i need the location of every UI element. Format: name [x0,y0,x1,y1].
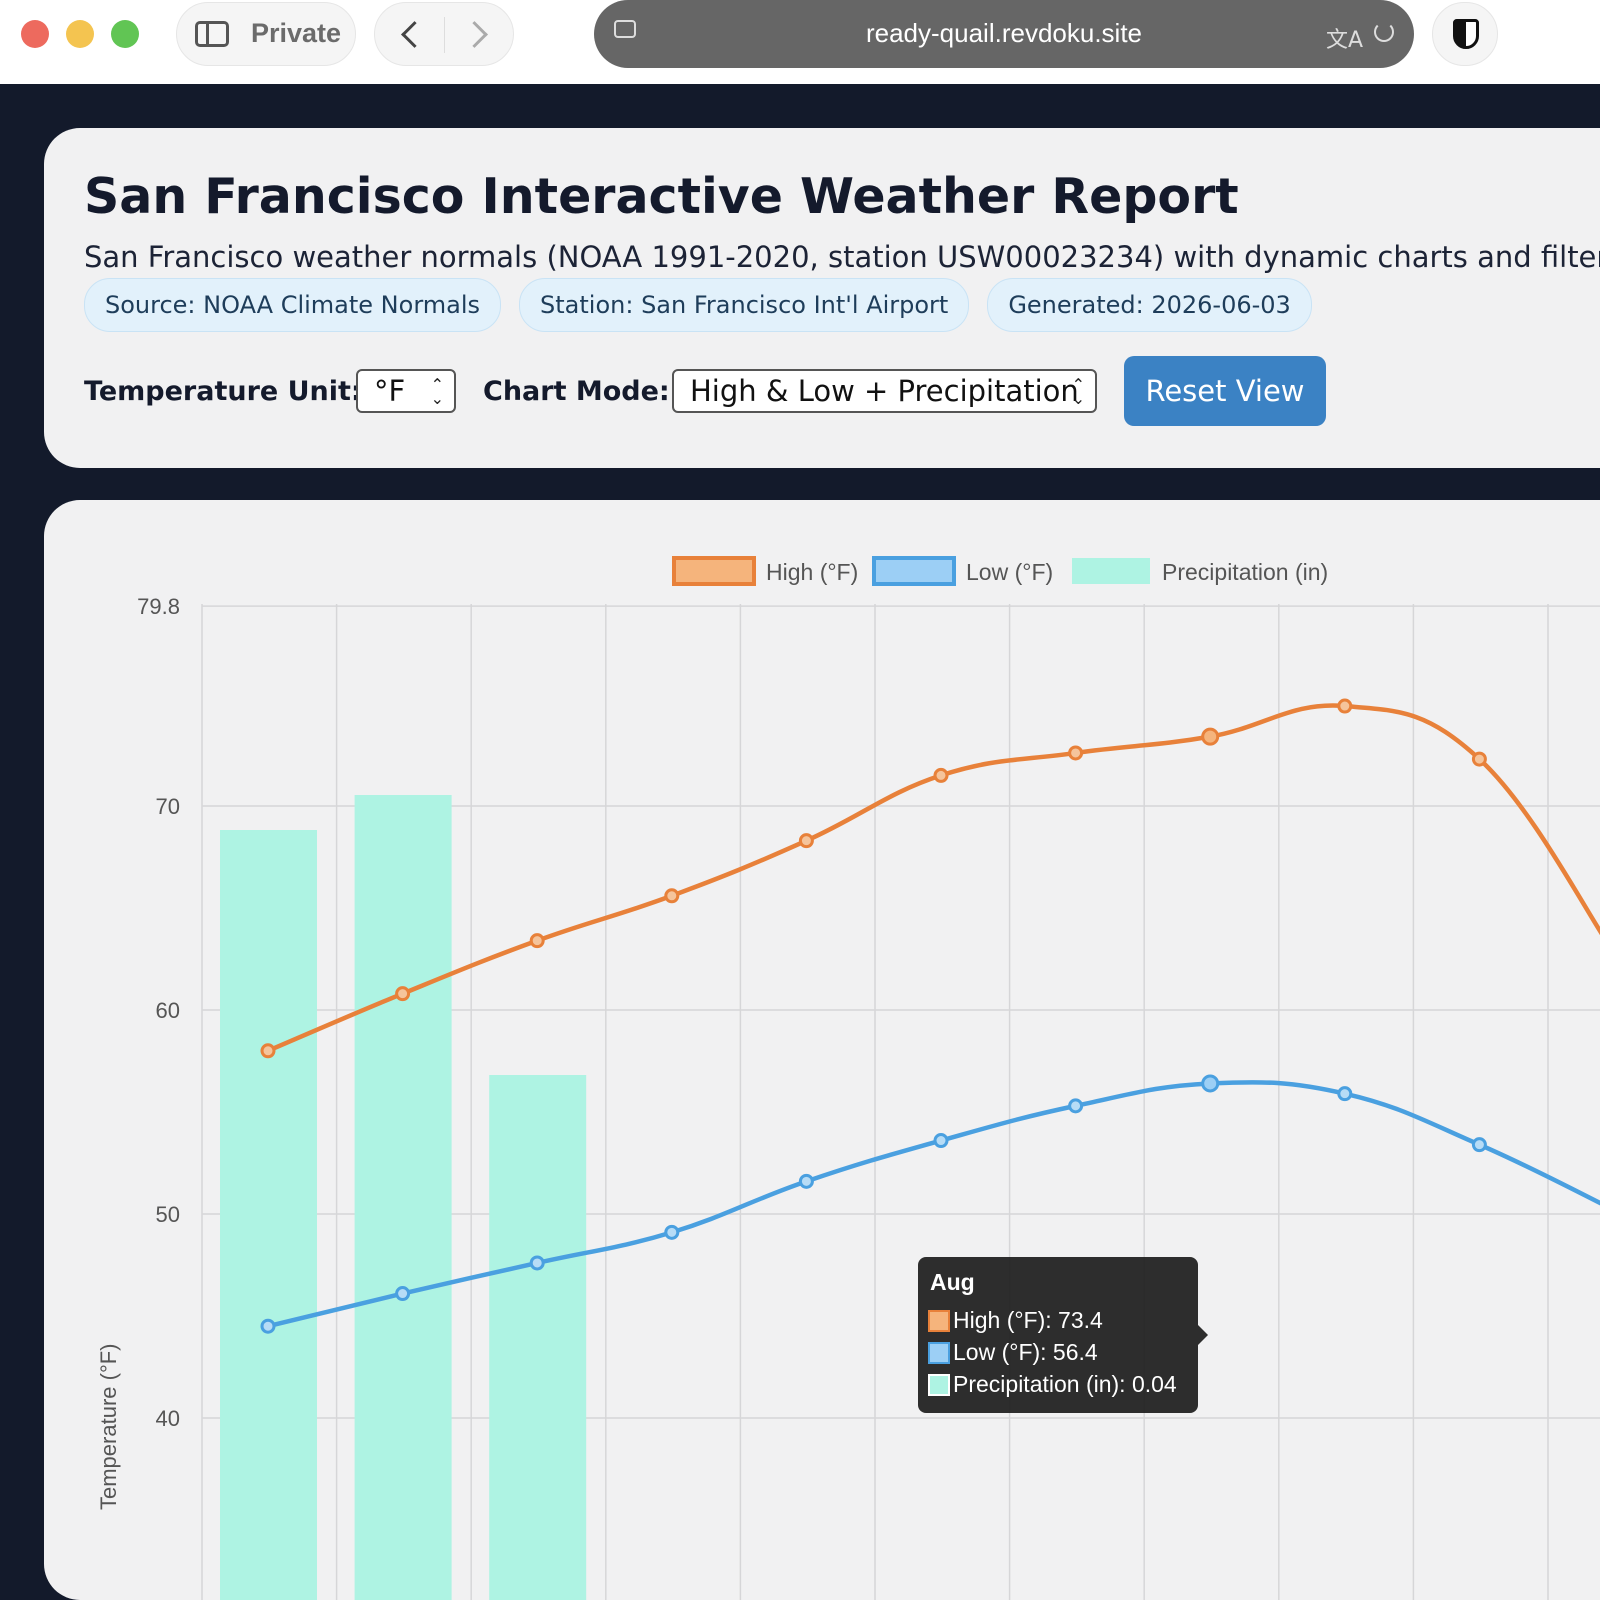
precip-bar [489,1075,587,1600]
y-tick-label: 50 [156,1202,180,1227]
legend-low-label: Low (°F) [966,559,1053,585]
y-axis-label: Temperature (°F) [96,1343,121,1510]
low-point [260,1318,276,1334]
precip-bar [220,830,317,1600]
tooltip-precip-row: Precipitation (in): 0.04 [928,1371,1177,1398]
low-point [1471,1137,1487,1153]
source-badge: Source: NOAA Climate Normals [84,278,502,332]
legend-low-swatch [872,556,956,586]
private-label: Private [251,18,342,48]
address-bar[interactable]: ready-quail.revdoku.site 文A [594,0,1414,68]
page-menu-icon[interactable] [614,20,636,38]
y-tick-label: 40 [156,1406,180,1431]
forward-icon[interactable] [461,21,488,48]
privacy-shield-button[interactable] [1432,2,1498,66]
shield-icon [1453,19,1479,49]
tooltip-low-text: Low (°F): 56.4 [953,1339,1098,1365]
legend-high-swatch [672,556,756,586]
temperature-unit-label: Temperature Unit: [84,376,362,407]
chart-card: 79.8 70 60 50 40 Temperature (°F) High (°F) Low… [44,500,1600,1600]
maximize-window-button[interactable] [111,20,139,48]
info-badges: Source: NOAA Climate Normals Station: San… [84,278,1330,334]
reset-view-button[interactable]: Reset View [1124,356,1326,426]
translate-icon[interactable]: 文A [1326,28,1364,53]
low-swatch [928,1342,950,1364]
high-point [260,1043,276,1059]
low-point [1201,1074,1220,1093]
page-title: San Francisco Interactive Weather Report [84,168,1239,225]
back-icon[interactable] [401,21,428,48]
high-series-line [267,703,1600,1053]
reload-icon[interactable] [1374,22,1394,42]
legend-precip-swatch [1072,558,1150,584]
tooltip-precip-text: Precipitation (in): 0.04 [953,1371,1177,1397]
report-header-card: San Francisco Interactive Weather Report… [44,128,1600,468]
precip-bar [354,795,452,1600]
high-point [529,933,545,949]
chevron-up-down-icon: ⌃ ⌄ [430,375,444,408]
url-text: ready-quail.revdoku.site [865,18,1143,48]
chart-controls: Temperature Unit: °F ⌃ ⌄ Chart Mode: High… [84,356,1600,428]
tooltip-low-row: Low (°F): 56.4 [928,1339,1098,1366]
chart-mode-value: High & Low + Precipitation [690,374,1079,408]
y-tick-label: 70 [156,794,180,819]
low-point [798,1173,814,1189]
weather-chart[interactable]: 79.8 70 60 50 40 Temperature (°F) High (°F) Low… [44,500,1600,1600]
low-point [664,1224,680,1240]
high-point [1068,745,1084,761]
y-tick-label: 79.8 [137,594,180,619]
generated-badge: Generated: 2026-06-03 [987,278,1312,332]
chart-mode-select[interactable]: High & Low + Precipitation ⌃ ⌄ [672,369,1097,413]
tooltip-title: Aug [930,1269,975,1295]
page-subtitle: San Francisco weather normals (NOAA 1991… [84,240,1600,274]
temperature-unit-value: °F [374,374,406,408]
high-point [798,833,814,849]
precip-swatch [928,1374,950,1396]
high-point [395,986,411,1002]
low-point [1337,1086,1353,1102]
high-swatch [928,1310,950,1332]
temperature-unit-select[interactable]: °F ⌃ ⌄ [356,369,456,413]
sidebar-icon [195,21,229,47]
chart-tooltip: Aug High (°F): 73.4 Low (°F): 56.4 Preci… [918,1257,1208,1413]
low-point [395,1286,411,1302]
chevron-up-down-icon: ⌃ ⌄ [1071,375,1085,408]
high-point [1201,727,1220,746]
high-point [1471,751,1487,767]
high-point [664,888,680,904]
y-tick-label: 60 [156,998,180,1023]
private-tab-button[interactable]: Private [176,2,356,66]
navigation-buttons [374,2,514,66]
nav-divider [444,17,445,53]
legend-high-label: High (°F) [766,559,858,585]
minimize-window-button[interactable] [66,20,94,48]
low-point [1068,1098,1084,1114]
browser-toolbar: Private ready-quail.revdoku.site 文A [0,0,1600,84]
low-point [933,1133,949,1149]
tooltip-high-text: High (°F): 73.4 [953,1307,1103,1333]
low-point [529,1255,545,1271]
station-badge: Station: San Francisco Int'l Airport [519,278,970,332]
close-window-button[interactable] [21,20,49,48]
high-point [933,767,949,783]
tooltip-high-row: High (°F): 73.4 [928,1307,1103,1334]
chart-mode-label: Chart Mode: [483,376,670,407]
high-point [1337,698,1353,714]
legend-precip-label: Precipitation (in) [1162,559,1328,585]
